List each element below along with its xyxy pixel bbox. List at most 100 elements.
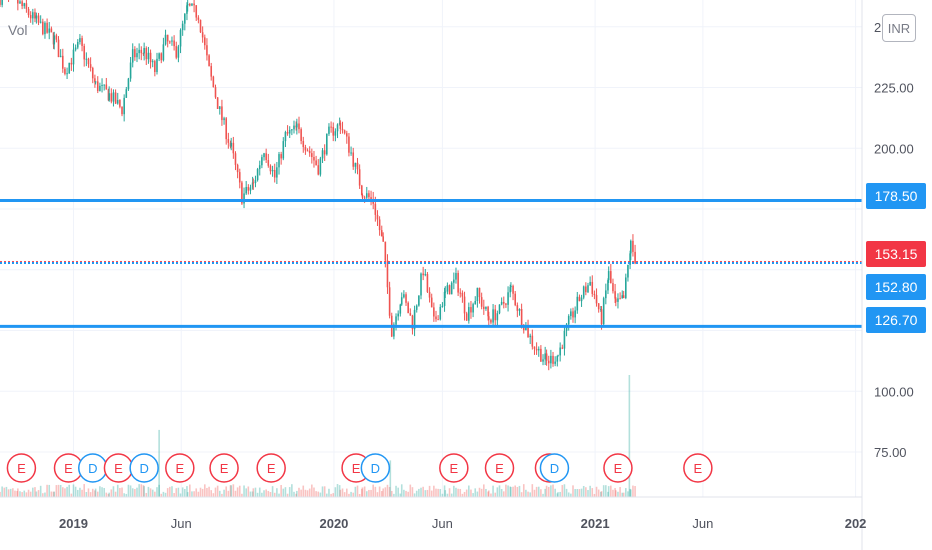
volume-bar — [145, 492, 148, 497]
volume-bar — [507, 485, 509, 497]
candle-body — [134, 49, 136, 58]
time-axis[interactable]: 2019 Jun 2020 Jun 2021 Jun 202 — [59, 516, 866, 531]
dividend-event-marker[interactable]: D — [78, 453, 108, 483]
earnings-event-marker[interactable]: E — [683, 453, 713, 483]
candle-body — [210, 66, 213, 77]
volume-bar — [74, 486, 77, 497]
candle-body — [448, 285, 451, 295]
volume-bar — [615, 490, 617, 497]
candle-body — [485, 306, 487, 309]
volume-bar — [567, 492, 570, 497]
candle-body — [430, 297, 433, 308]
candle-body — [341, 128, 344, 131]
earnings-event-marker[interactable]: E — [165, 453, 195, 483]
event-circle[interactable] — [209, 453, 239, 483]
volume-bar — [76, 489, 79, 497]
event-circle[interactable] — [256, 453, 286, 483]
earnings-event-marker[interactable]: E — [439, 453, 469, 483]
volume-bar — [559, 491, 561, 497]
price-axis[interactable]: 75.00 100.00 200.00 225.00 2 — [874, 20, 914, 460]
volume-bar — [42, 493, 44, 497]
volume-bar — [415, 490, 418, 497]
volume-bar — [354, 486, 357, 497]
event-circle[interactable] — [539, 453, 570, 483]
time-tick-label: 2021 — [581, 516, 610, 531]
volume-bar — [426, 489, 429, 497]
candle-body — [136, 53, 138, 58]
event-circle[interactable] — [484, 453, 515, 483]
candle-body — [630, 240, 632, 254]
candle-body — [326, 133, 328, 155]
candle-body — [363, 197, 366, 199]
candle-body — [507, 292, 509, 305]
candle-body — [459, 292, 462, 294]
candle-body — [589, 281, 591, 286]
candle-body — [411, 315, 414, 330]
earnings-event-marker[interactable]: E — [484, 453, 515, 483]
candle-body — [570, 311, 572, 317]
candle-body — [19, 1, 21, 4]
volume-bar — [478, 487, 481, 497]
candle-body — [1, 0, 3, 5]
price-tick-label: 75.00 — [874, 445, 907, 460]
volume-bar — [249, 491, 252, 497]
volume-bar — [578, 489, 581, 497]
event-circle[interactable] — [683, 453, 713, 483]
candle-body — [610, 271, 612, 284]
candle-body — [561, 347, 564, 349]
dividend-event-marker[interactable]: D — [539, 453, 570, 483]
event-circle[interactable] — [129, 453, 159, 483]
volume-bar — [230, 485, 232, 497]
volume-bar — [403, 489, 405, 497]
volume-bar — [352, 492, 355, 497]
level-label-text: 153.15 — [875, 246, 918, 262]
volume-bar — [338, 485, 341, 497]
candle-body — [72, 49, 75, 65]
candle-body — [494, 309, 497, 321]
candle-body — [103, 84, 105, 86]
earnings-event-marker[interactable]: E — [6, 453, 37, 483]
candle-body — [502, 301, 505, 304]
volume-bar — [435, 488, 437, 497]
candle-body — [512, 285, 514, 294]
event-letter: E — [114, 461, 123, 476]
dividend-event-marker[interactable]: D — [360, 453, 391, 483]
candle-body — [276, 167, 278, 178]
volume-bar — [356, 485, 359, 497]
volume-bar — [158, 484, 160, 497]
candle-body — [57, 39, 60, 58]
earnings-event-marker[interactable]: E — [603, 453, 633, 483]
earnings-event-marker[interactable]: E — [256, 453, 286, 483]
candle-body — [490, 319, 492, 323]
volume-bar — [574, 489, 576, 497]
event-circle[interactable] — [603, 453, 633, 483]
event-circle[interactable] — [439, 453, 469, 483]
candle-body — [298, 123, 300, 130]
volume-bar — [232, 484, 235, 497]
candle-body — [328, 126, 330, 134]
volume-bar — [186, 492, 189, 497]
earnings-event-marker[interactable]: E — [209, 453, 239, 483]
event-circle[interactable] — [165, 453, 195, 483]
event-circle[interactable] — [360, 453, 391, 483]
candle-body — [474, 300, 477, 305]
volume-bar — [189, 484, 191, 497]
horizontal-levels[interactable] — [0, 198, 862, 328]
candle-body — [241, 182, 243, 204]
volume-bar — [55, 485, 58, 497]
volume-bar — [21, 492, 23, 497]
candle-body — [55, 35, 58, 40]
earnings-event-marker[interactable]: E — [103, 453, 134, 483]
volume-bar — [510, 486, 512, 497]
volume-bar — [605, 485, 607, 497]
candle-body — [332, 126, 335, 136]
dividend-event-marker[interactable]: D — [129, 453, 159, 483]
currency-button[interactable]: INR — [882, 14, 916, 42]
candle-body — [441, 305, 444, 307]
candle-body — [256, 169, 259, 181]
volume-bar — [512, 486, 514, 497]
event-markers[interactable]: EEDEDEEEEDEEEDEE — [6, 453, 713, 483]
event-circle[interactable] — [6, 453, 37, 483]
candle-body — [206, 45, 208, 56]
